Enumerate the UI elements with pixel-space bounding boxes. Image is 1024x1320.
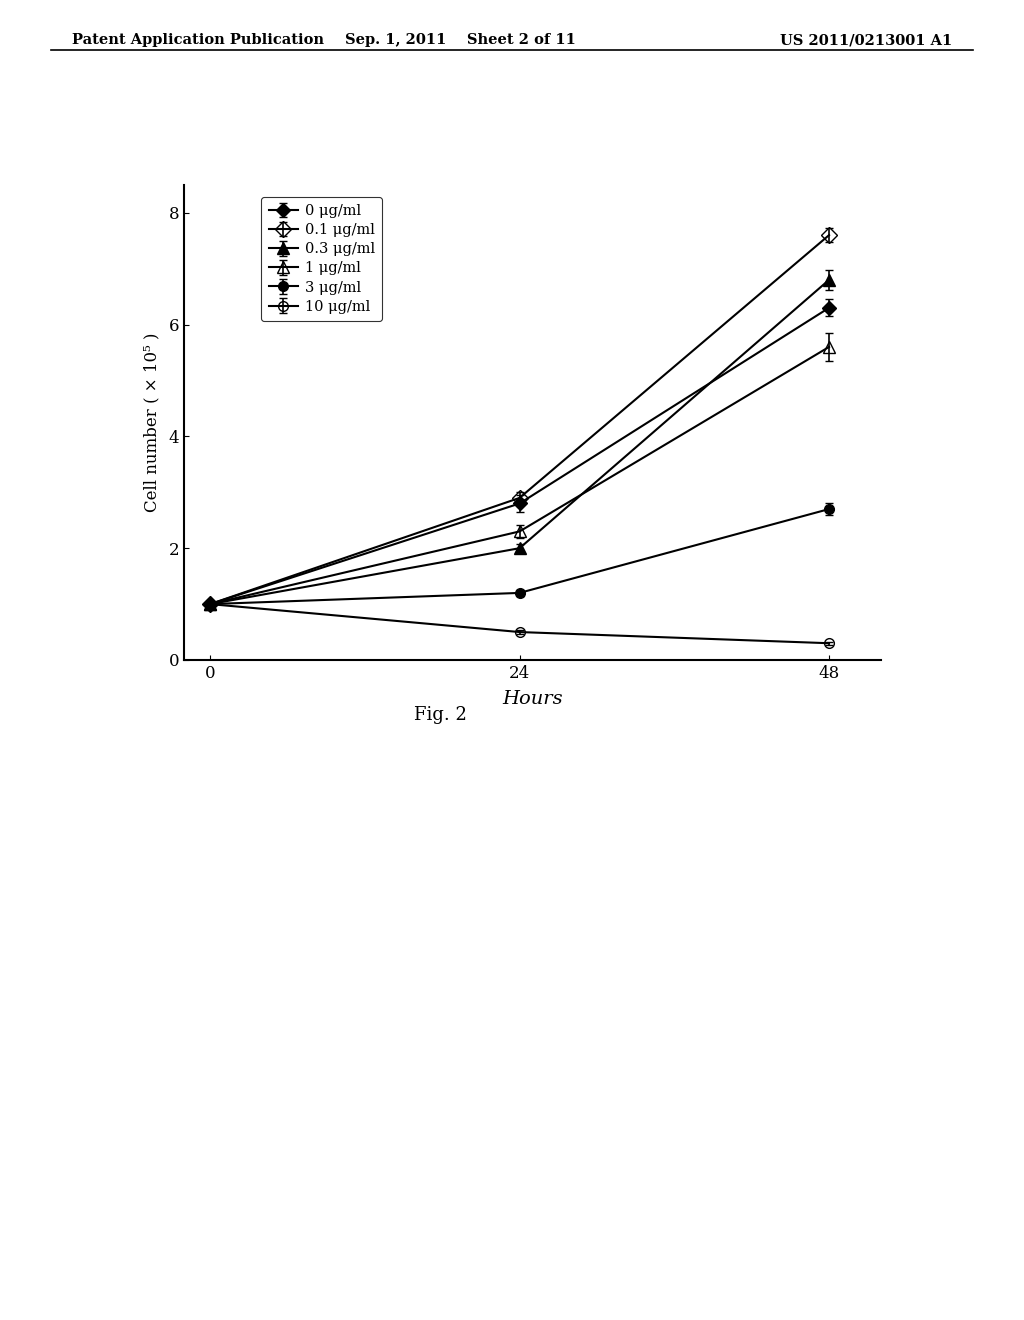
Y-axis label: Cell number ( × 10⁵ ): Cell number ( × 10⁵ )	[143, 333, 161, 512]
Legend: 0 μg/ml, 0.1 μg/ml, 0.3 μg/ml, 1 μg/ml, 3 μg/ml, 10 μg/ml: 0 μg/ml, 0.1 μg/ml, 0.3 μg/ml, 1 μg/ml, …	[261, 197, 382, 321]
Text: Sep. 1, 2011    Sheet 2 of 11: Sep. 1, 2011 Sheet 2 of 11	[345, 33, 577, 48]
X-axis label: Hours: Hours	[502, 690, 563, 709]
Text: Fig. 2: Fig. 2	[414, 706, 467, 725]
Text: Patent Application Publication: Patent Application Publication	[72, 33, 324, 48]
Text: US 2011/0213001 A1: US 2011/0213001 A1	[780, 33, 952, 48]
